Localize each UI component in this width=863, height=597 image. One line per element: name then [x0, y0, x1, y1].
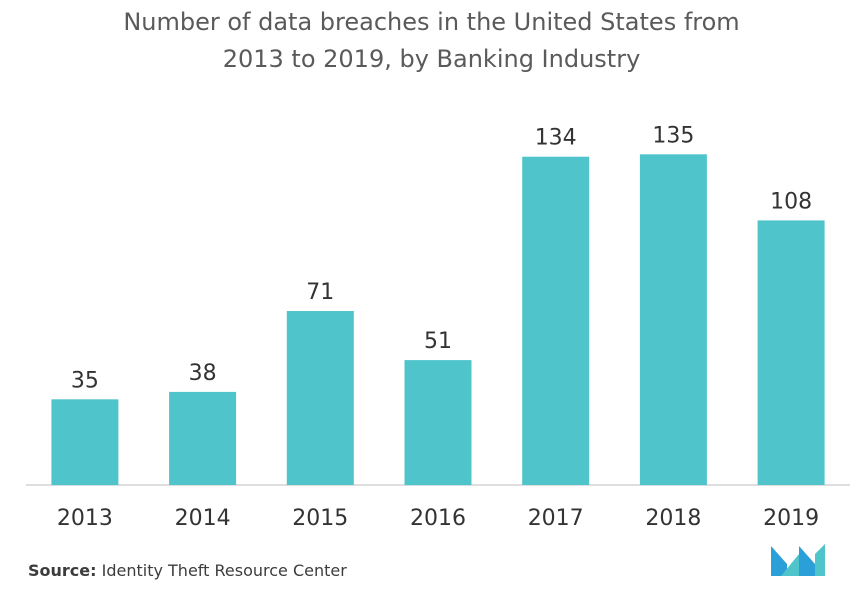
mordor-intelligence-logo-icon — [771, 544, 825, 576]
bar-2015 — [286, 311, 354, 485]
value-label-2016: 51 — [424, 329, 452, 354]
x-tick-label-2013: 2013 — [57, 506, 113, 531]
value-label-2018: 135 — [652, 123, 694, 148]
value-label-2019: 108 — [770, 189, 812, 214]
chart-title: Number of data breaches in the United St… — [0, 4, 863, 78]
x-tick-label-2016: 2016 — [410, 506, 466, 531]
value-label-2017: 134 — [535, 126, 577, 151]
source-text: Identity Theft Resource Center — [96, 561, 347, 580]
value-labels-group: 35 38 71 51 134 135 108 — [71, 123, 812, 393]
x-tick-label-2019: 2019 — [763, 506, 819, 531]
bar-2018 — [639, 154, 707, 486]
chart-title-line-1: Number of data breaches in the United St… — [123, 8, 740, 36]
bar-2013 — [51, 399, 119, 486]
x-tick-label-2017: 2017 — [528, 506, 584, 531]
x-tick-label-2015: 2015 — [292, 506, 348, 531]
value-label-2015: 71 — [306, 280, 334, 305]
value-label-2014: 38 — [189, 361, 217, 386]
x-axis-tick-labels: 2013 2014 2015 2016 2017 2018 2019 — [57, 506, 819, 531]
source-note: Source: Identity Theft Resource Center — [28, 561, 347, 580]
bars-group — [51, 154, 825, 486]
x-tick-label-2014: 2014 — [175, 506, 231, 531]
source-prefix: Source: — [28, 561, 97, 580]
x-tick-label-2018: 2018 — [645, 506, 701, 531]
chart-title-line-2: 2013 to 2019, by Banking Industry — [222, 45, 641, 73]
value-label-2013: 35 — [71, 368, 99, 393]
bar-2019 — [757, 220, 825, 485]
bar-2014 — [169, 391, 237, 485]
bar-2016 — [404, 360, 472, 486]
bar-2017 — [522, 156, 590, 485]
